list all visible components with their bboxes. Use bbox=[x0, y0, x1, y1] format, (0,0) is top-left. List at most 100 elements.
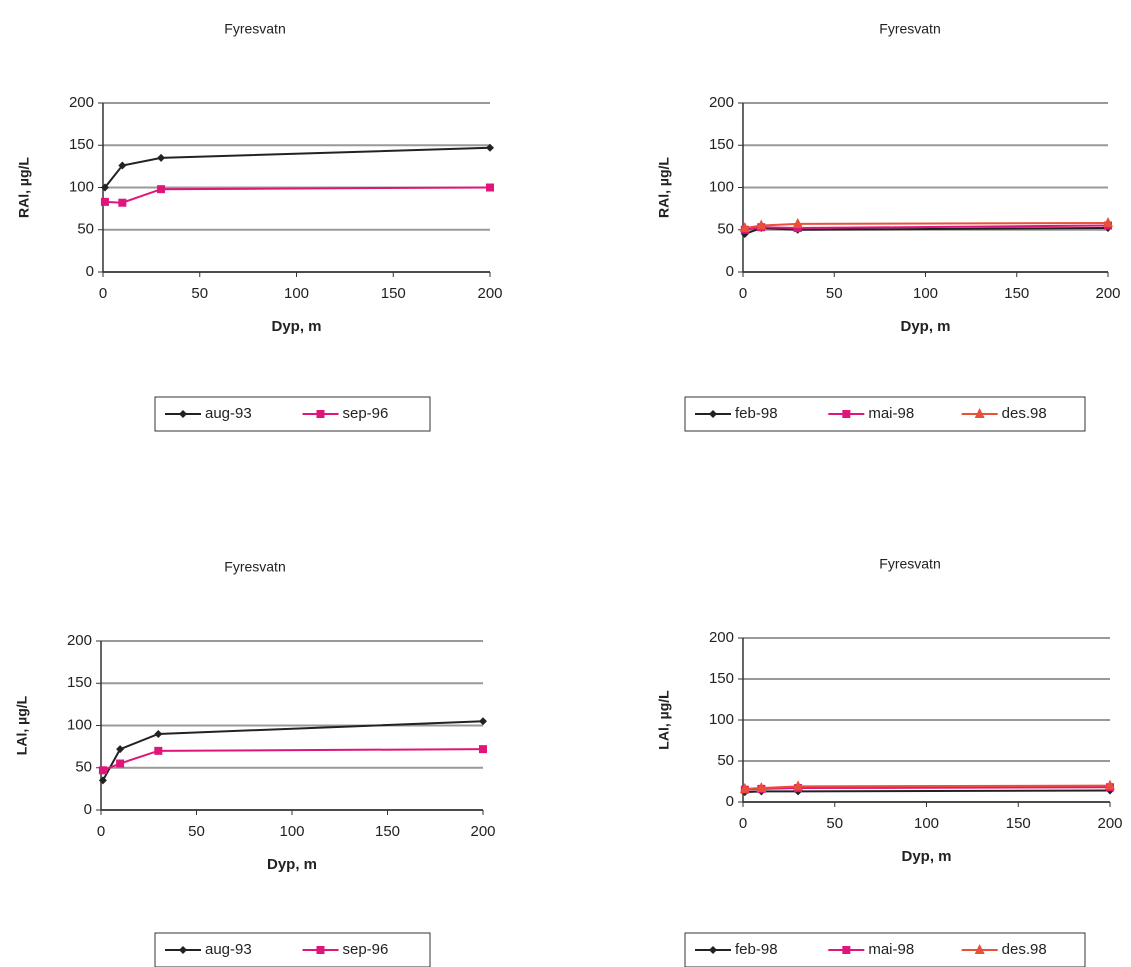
marker bbox=[157, 185, 166, 194]
y-tick-label: 100 bbox=[67, 716, 92, 733]
legend-label: des.98 bbox=[1002, 941, 1047, 958]
x-tick-label: 150 bbox=[1004, 285, 1029, 302]
marker bbox=[118, 161, 127, 170]
y-tick-label: 0 bbox=[84, 801, 92, 818]
marker bbox=[179, 946, 187, 954]
y-axis-label: RAl, µg/L bbox=[16, 157, 32, 218]
x-tick-label: 100 bbox=[913, 285, 938, 302]
legend-label: feb-98 bbox=[735, 941, 778, 958]
marker bbox=[1103, 216, 1113, 227]
x-axis-label: Dyp, m bbox=[271, 318, 321, 335]
y-tick-label: 50 bbox=[717, 221, 734, 238]
y-tick-label: 50 bbox=[75, 759, 92, 776]
marker bbox=[974, 408, 985, 418]
y-tick-label: 100 bbox=[69, 178, 94, 195]
legend-label: sep-96 bbox=[343, 405, 389, 422]
x-tick-label: 50 bbox=[826, 285, 843, 302]
marker bbox=[479, 745, 487, 754]
x-tick-label: 50 bbox=[191, 285, 208, 302]
y-tick-label: 150 bbox=[69, 136, 94, 153]
y-tick-label: 150 bbox=[709, 136, 734, 153]
legend-label: aug-93 bbox=[205, 941, 252, 958]
x-tick-label: 200 bbox=[1097, 815, 1122, 832]
y-axis-label: RAl, µg/L bbox=[656, 157, 672, 218]
legend-label: mai-98 bbox=[868, 405, 914, 422]
y-tick-label: 50 bbox=[717, 752, 734, 769]
x-tick-label: 0 bbox=[739, 815, 747, 832]
marker bbox=[98, 766, 107, 775]
x-tick-label: 150 bbox=[375, 823, 400, 840]
chart-title: Fyresvatn bbox=[224, 559, 285, 575]
marker bbox=[486, 183, 494, 192]
marker bbox=[118, 198, 127, 207]
data-line bbox=[102, 748, 484, 772]
y-tick-label: 0 bbox=[86, 263, 94, 280]
marker bbox=[709, 410, 717, 418]
marker bbox=[479, 717, 487, 726]
legend-label: des.98 bbox=[1002, 405, 1047, 422]
y-tick-label: 200 bbox=[709, 94, 734, 111]
marker bbox=[709, 946, 717, 954]
marker bbox=[793, 224, 802, 233]
marker bbox=[100, 183, 109, 192]
marker bbox=[116, 745, 125, 754]
marker bbox=[842, 946, 851, 954]
x-tick-label: 0 bbox=[99, 285, 107, 302]
marker bbox=[157, 153, 166, 162]
x-tick-label: 50 bbox=[826, 815, 843, 832]
marker bbox=[756, 782, 767, 793]
x-tick-label: 200 bbox=[1095, 285, 1120, 302]
marker bbox=[316, 946, 325, 954]
marker bbox=[98, 776, 107, 785]
legend-box bbox=[684, 396, 1086, 432]
chart-title: Fyresvatn bbox=[879, 556, 940, 572]
data-line bbox=[744, 224, 1109, 231]
marker bbox=[756, 219, 767, 230]
data-line bbox=[744, 784, 1111, 790]
data-line bbox=[744, 221, 1109, 230]
y-tick-label: 200 bbox=[67, 632, 92, 649]
y-tick-label: 100 bbox=[709, 711, 734, 728]
data-line bbox=[104, 146, 491, 189]
marker bbox=[739, 782, 750, 793]
y-axis-label: LAl, µg/L bbox=[656, 690, 672, 750]
y-tick-label: 100 bbox=[709, 178, 734, 195]
y-tick-label: 0 bbox=[726, 263, 734, 280]
legend-label: sep-96 bbox=[343, 941, 389, 958]
x-tick-label: 100 bbox=[284, 285, 309, 302]
marker bbox=[793, 780, 804, 791]
marker bbox=[100, 197, 109, 206]
y-tick-label: 150 bbox=[67, 674, 92, 691]
legend-label: aug-93 bbox=[205, 405, 252, 422]
x-tick-label: 100 bbox=[279, 823, 304, 840]
x-tick-label: 150 bbox=[381, 285, 406, 302]
x-axis-label: Dyp, m bbox=[901, 848, 951, 865]
data-line bbox=[744, 227, 1109, 235]
marker bbox=[154, 746, 163, 755]
legend-label: mai-98 bbox=[868, 941, 914, 958]
marker bbox=[486, 143, 494, 152]
x-tick-label: 100 bbox=[914, 815, 939, 832]
x-tick-label: 0 bbox=[739, 285, 747, 302]
x-tick-label: 50 bbox=[188, 823, 205, 840]
y-axis-label: LAl, µg/L bbox=[14, 695, 30, 755]
legend-label: feb-98 bbox=[735, 405, 778, 422]
marker bbox=[179, 410, 187, 418]
x-axis-label: Dyp, m bbox=[267, 856, 317, 873]
marker bbox=[116, 759, 125, 768]
y-tick-label: 0 bbox=[726, 793, 734, 810]
x-tick-label: 200 bbox=[470, 823, 495, 840]
x-axis-label: Dyp, m bbox=[900, 318, 950, 335]
y-tick-label: 200 bbox=[69, 94, 94, 111]
marker bbox=[1105, 779, 1115, 790]
x-tick-label: 0 bbox=[97, 823, 105, 840]
chart-title: Fyresvatn bbox=[879, 21, 940, 37]
marker bbox=[739, 222, 750, 233]
marker bbox=[316, 410, 325, 418]
legend-box bbox=[684, 932, 1086, 967]
marker bbox=[842, 410, 851, 418]
x-tick-label: 200 bbox=[477, 285, 502, 302]
marker bbox=[974, 944, 985, 954]
marker bbox=[792, 217, 803, 228]
